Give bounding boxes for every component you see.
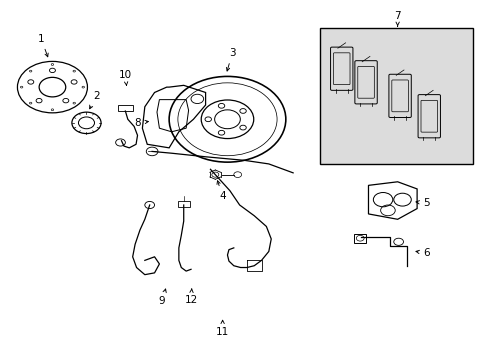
Text: 1: 1 [38,34,48,57]
Text: 7: 7 [393,11,400,26]
Bar [353,234,366,243]
Text: 12: 12 [184,289,197,305]
Text: 5: 5 [415,198,429,208]
Bar [178,202,190,207]
Text: 6: 6 [415,248,429,258]
Text: 11: 11 [216,320,229,337]
Bar [118,105,132,111]
Bar [319,28,472,164]
Text: 10: 10 [119,69,132,85]
Text: 9: 9 [158,289,166,306]
Text: 4: 4 [217,181,225,201]
Text: 8: 8 [134,118,148,128]
Text: 2: 2 [89,91,100,109]
Text: 3: 3 [226,48,235,71]
